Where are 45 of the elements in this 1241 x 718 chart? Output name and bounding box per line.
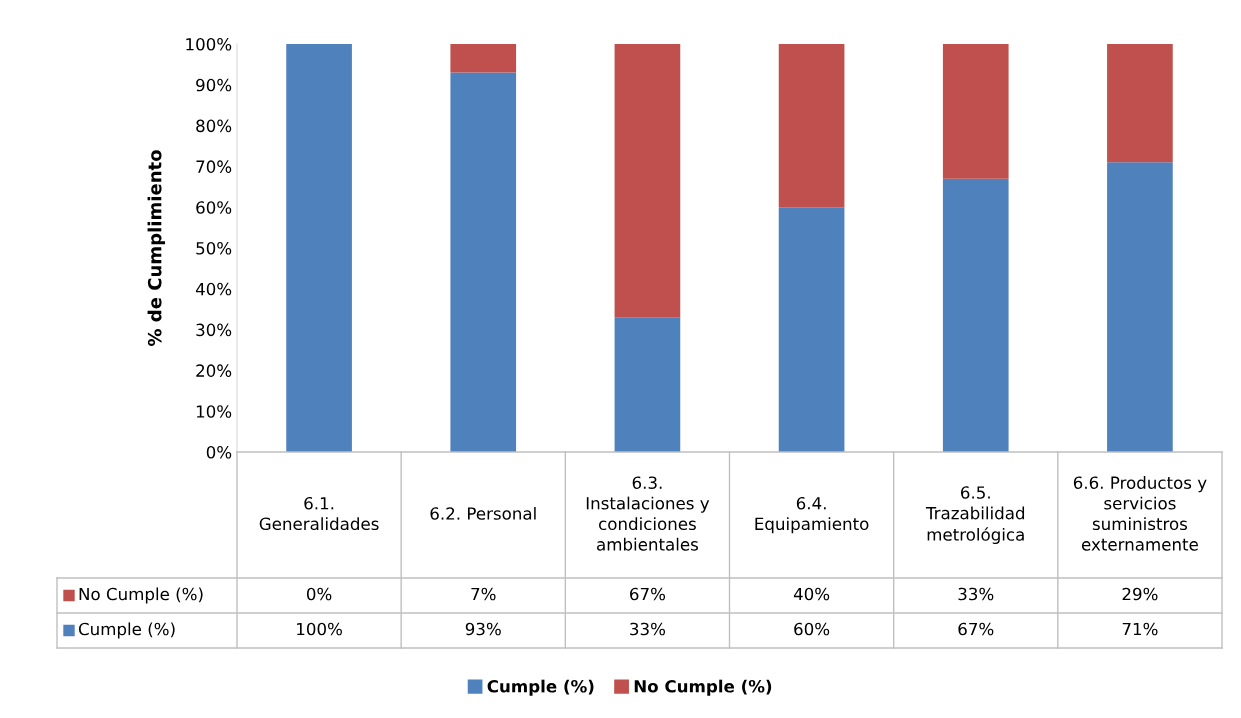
data-label: 71% <box>1122 622 1158 636</box>
data-label: 60% <box>794 622 830 636</box>
y-tick-label: 50% <box>196 241 232 255</box>
y-tick-label: 60% <box>196 201 232 214</box>
y-tick-label: 30% <box>196 323 232 337</box>
data-label: 100% <box>297 622 342 636</box>
data-label: 33% <box>958 587 994 601</box>
bar <box>614 44 681 318</box>
data-label: 40% <box>793 587 830 601</box>
bar <box>1107 44 1173 163</box>
y-tick-label: 90% <box>196 78 232 92</box>
data-label: 67% <box>958 622 994 636</box>
bar <box>942 44 1009 179</box>
legend-label: No Cumple (%) <box>634 679 772 696</box>
y-tick-label: 70% <box>196 160 232 173</box>
text: No Cumple (%) <box>79 587 203 604</box>
x-tick-label: 6.3. Instalaciones y condiciones ambientales <box>586 476 710 551</box>
y-tick-label: 80% <box>196 119 232 133</box>
y-tick-label: 100% <box>186 37 232 51</box>
bar <box>450 72 517 452</box>
data-label: 29% <box>1122 587 1158 601</box>
data-label: 93% <box>465 622 501 636</box>
y-tick-label: 0% <box>206 445 232 459</box>
data-label: 67% <box>630 587 666 601</box>
x-tick-label: 6.1. Generalidades <box>259 496 379 531</box>
bar <box>942 178 1009 452</box>
bar <box>778 207 845 452</box>
x-tick-label: 6.2. Personal <box>430 506 536 520</box>
bar <box>614 317 681 452</box>
bar <box>450 44 517 73</box>
data-label: 0% <box>306 587 332 601</box>
y-tick-label: 20% <box>196 364 232 377</box>
bar <box>778 44 845 208</box>
text: Cumple (%) <box>487 679 594 696</box>
y-tick-label: 40% <box>195 282 232 296</box>
x-tick-label: 6.6. Productos y servicios suministros externamente <box>1073 476 1207 551</box>
y-tick-label: 10% <box>196 405 232 418</box>
data-label: 33% <box>630 622 666 636</box>
bar <box>1107 162 1173 452</box>
y-axis-title: % de Cumplimiento <box>147 150 166 347</box>
bar <box>286 44 352 452</box>
x-tick-label: 6.5. Trazabilidad metrológica <box>925 486 1025 545</box>
data-label: 7% <box>471 587 496 601</box>
legend-label: Cumple (%) <box>78 622 175 639</box>
x-tick-label: 6.4. Equipamiento <box>755 496 869 534</box>
